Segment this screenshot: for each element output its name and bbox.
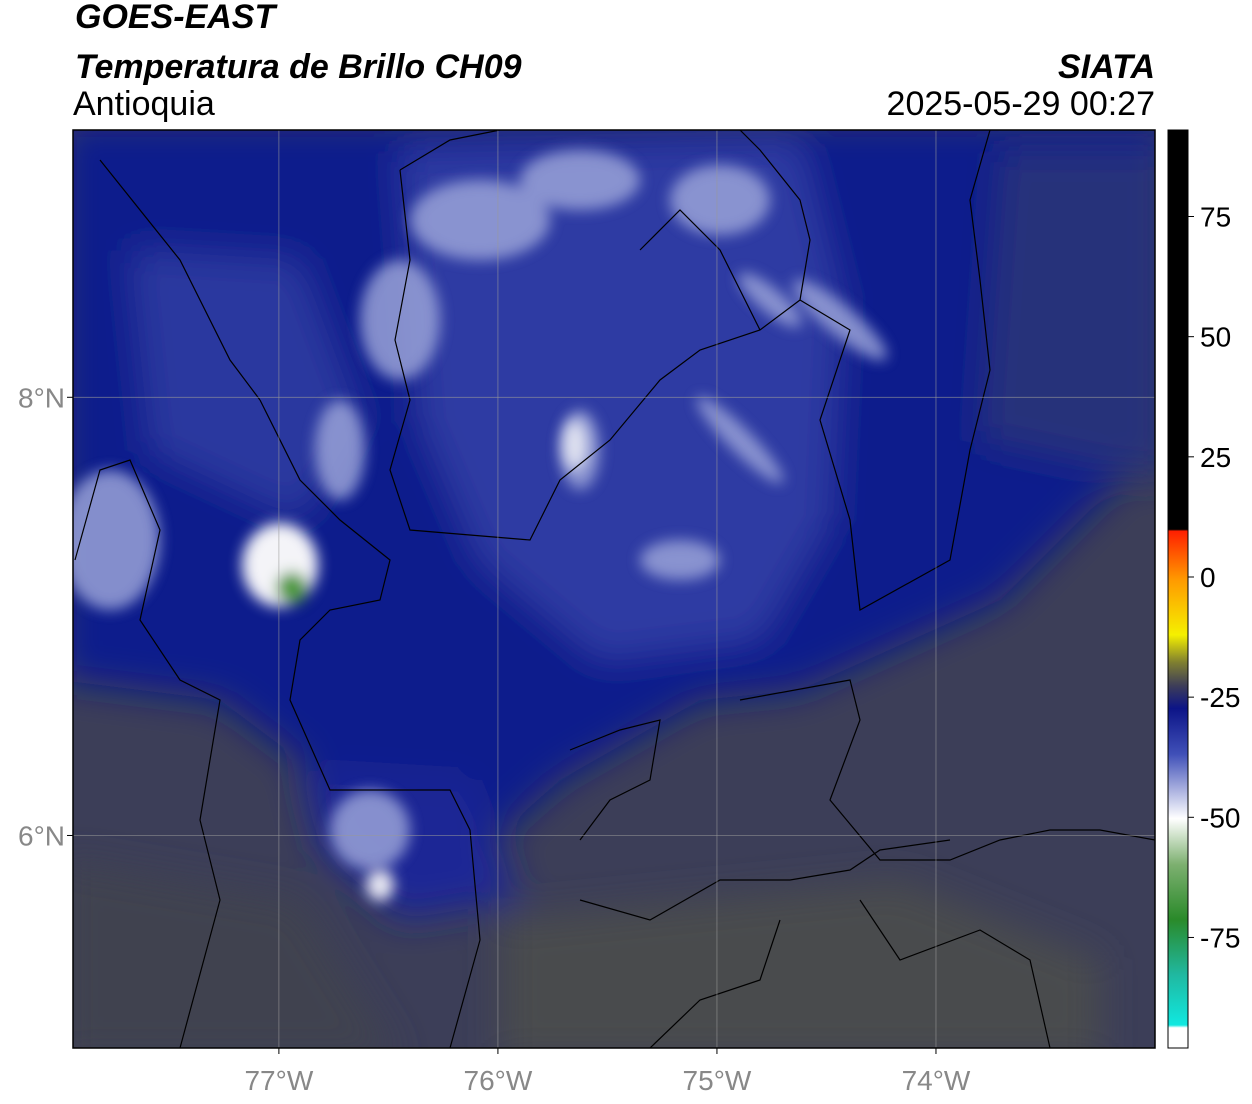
borders bbox=[74, 130, 1155, 1048]
satellite: GOES-EAST bbox=[75, 0, 278, 36]
colorbar-tick-label: 0 bbox=[1200, 562, 1216, 593]
source: SIATA bbox=[1058, 48, 1155, 86]
x-tick-label: 76°W bbox=[464, 1065, 533, 1096]
y-tick-label: 6°N bbox=[18, 820, 65, 851]
x-tick-label: 75°W bbox=[683, 1065, 752, 1096]
x-tick-label: 77°W bbox=[244, 1065, 313, 1096]
colorbar-tick-label: 50 bbox=[1200, 322, 1231, 353]
colorbar-tick-label: -75 bbox=[1200, 922, 1240, 953]
x-tick-label: 74°W bbox=[902, 1065, 971, 1096]
datetime: 2025-05-29 00:27 bbox=[887, 85, 1155, 123]
colorbar-tick-label: 25 bbox=[1200, 442, 1231, 473]
satellite-image bbox=[73, 130, 1155, 1048]
colorbar-tick-label: -25 bbox=[1200, 682, 1240, 713]
map-frame bbox=[72, 129, 1156, 1049]
product: Temperatura de Brillo CH09 bbox=[75, 48, 522, 86]
region: Antioquia bbox=[73, 85, 215, 123]
colorbar-tick-label: -50 bbox=[1200, 802, 1240, 833]
y-tick-label: 8°N bbox=[18, 382, 65, 413]
colorbar bbox=[1167, 129, 1189, 1049]
colorbar-tick-label: 75 bbox=[1200, 202, 1231, 233]
